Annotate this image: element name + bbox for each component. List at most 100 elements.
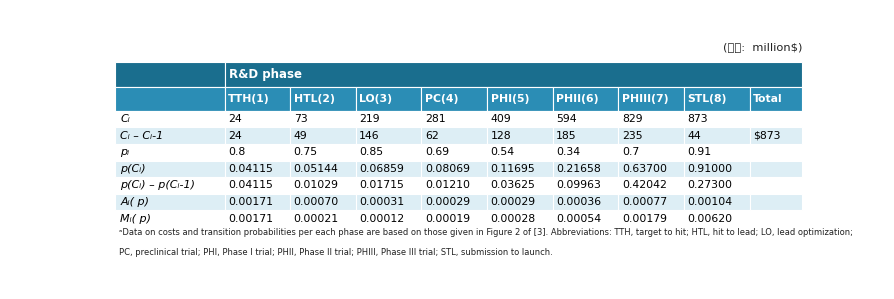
Text: 62: 62 — [425, 131, 438, 141]
Text: PHIII(7): PHIII(7) — [621, 94, 668, 104]
Text: 0.04115: 0.04115 — [228, 181, 273, 190]
Bar — [356, 86, 421, 111]
Bar — [486, 127, 552, 144]
Text: PHII(6): PHII(6) — [555, 94, 598, 104]
Text: 873: 873 — [687, 114, 707, 124]
Bar — [683, 194, 749, 210]
Text: Total: Total — [752, 94, 782, 104]
Bar — [618, 86, 683, 111]
Bar — [290, 177, 356, 194]
Text: 0.03625: 0.03625 — [490, 181, 535, 190]
Text: 0.09963: 0.09963 — [555, 181, 601, 190]
Text: 128: 128 — [490, 131, 510, 141]
Text: 0.00036: 0.00036 — [555, 197, 601, 207]
Bar — [224, 161, 290, 177]
Text: 409: 409 — [490, 114, 510, 124]
Bar — [356, 127, 421, 144]
Text: pᵢ: pᵢ — [120, 147, 129, 157]
Text: PC, preclinical trial; PHI, Phase I trial; PHII, Phase II trial; PHIII, Phase II: PC, preclinical trial; PHI, Phase I tria… — [119, 248, 552, 257]
Text: HTL(2): HTL(2) — [293, 94, 334, 104]
Bar — [421, 210, 486, 227]
Text: Mᵢ( p): Mᵢ( p) — [120, 214, 151, 224]
Text: 0.00029: 0.00029 — [425, 197, 469, 207]
Bar — [356, 210, 421, 227]
Bar — [749, 210, 801, 227]
Bar — [749, 111, 801, 127]
Text: 0.00077: 0.00077 — [621, 197, 666, 207]
Bar — [683, 177, 749, 194]
Bar — [552, 111, 618, 127]
Bar — [683, 86, 749, 111]
Text: R&D phase: R&D phase — [229, 68, 302, 81]
Text: 0.34: 0.34 — [555, 147, 579, 157]
Text: TTH(1): TTH(1) — [228, 94, 269, 104]
Bar — [683, 111, 749, 127]
Bar — [618, 144, 683, 161]
Text: p(Cᵢ): p(Cᵢ) — [120, 164, 146, 174]
Bar — [115, 144, 224, 161]
Text: 0.00019: 0.00019 — [425, 214, 469, 224]
Text: PC(4): PC(4) — [425, 94, 458, 104]
Bar — [421, 111, 486, 127]
Text: 0.05144: 0.05144 — [293, 164, 338, 174]
Text: 594: 594 — [555, 114, 576, 124]
Text: 0.01029: 0.01029 — [293, 181, 338, 190]
Bar — [618, 210, 683, 227]
Bar — [356, 177, 421, 194]
Bar — [749, 144, 801, 161]
Bar — [421, 161, 486, 177]
Text: 24: 24 — [228, 114, 241, 124]
Text: p(Cᵢ) – p(Cᵢ-1): p(Cᵢ) – p(Cᵢ-1) — [120, 181, 195, 190]
Bar — [115, 210, 224, 227]
Bar — [290, 111, 356, 127]
Bar — [749, 161, 801, 177]
Bar — [552, 161, 618, 177]
Bar — [224, 127, 290, 144]
Bar — [618, 177, 683, 194]
Text: 0.42042: 0.42042 — [621, 181, 666, 190]
Text: 0.00021: 0.00021 — [293, 214, 338, 224]
Text: 0.00620: 0.00620 — [687, 214, 732, 224]
Text: 0.00012: 0.00012 — [358, 214, 404, 224]
Text: Cᵢ: Cᵢ — [120, 114, 130, 124]
Text: 0.00054: 0.00054 — [555, 214, 601, 224]
Text: 281: 281 — [425, 114, 445, 124]
Text: 0.11695: 0.11695 — [490, 164, 535, 174]
Bar — [552, 127, 618, 144]
Bar — [486, 86, 552, 111]
Text: 0.00031: 0.00031 — [358, 197, 404, 207]
Text: 0.8: 0.8 — [228, 147, 245, 157]
Bar — [290, 144, 356, 161]
Text: 0.01210: 0.01210 — [425, 181, 469, 190]
Text: PHI(5): PHI(5) — [490, 94, 528, 104]
Bar — [224, 210, 290, 227]
Bar — [290, 86, 356, 111]
Bar — [115, 62, 224, 86]
Bar — [115, 161, 224, 177]
Bar — [683, 127, 749, 144]
Text: 0.00179: 0.00179 — [621, 214, 666, 224]
Text: 235: 235 — [621, 131, 642, 141]
Bar — [486, 177, 552, 194]
Text: ᵃData on costs and transition probabilities per each phase are based on those gi: ᵃData on costs and transition probabilit… — [119, 228, 852, 237]
Bar — [749, 177, 801, 194]
Bar — [290, 210, 356, 227]
Bar — [618, 127, 683, 144]
Text: 0.00070: 0.00070 — [293, 197, 339, 207]
Text: 0.01715: 0.01715 — [358, 181, 404, 190]
Bar — [224, 86, 290, 111]
Bar — [552, 86, 618, 111]
Text: (단위:  million$): (단위: million$) — [721, 42, 801, 52]
Text: 829: 829 — [621, 114, 642, 124]
Bar — [421, 127, 486, 144]
Text: LO(3): LO(3) — [358, 94, 392, 104]
Bar — [749, 194, 801, 210]
Bar — [749, 86, 801, 111]
Text: 24: 24 — [228, 131, 241, 141]
Text: 0.21658: 0.21658 — [555, 164, 600, 174]
Bar — [290, 127, 356, 144]
Text: 0.54: 0.54 — [490, 147, 514, 157]
Bar — [224, 144, 290, 161]
Text: Cᵢ – Cᵢ-1: Cᵢ – Cᵢ-1 — [120, 131, 164, 141]
Text: 0.04115: 0.04115 — [228, 164, 273, 174]
